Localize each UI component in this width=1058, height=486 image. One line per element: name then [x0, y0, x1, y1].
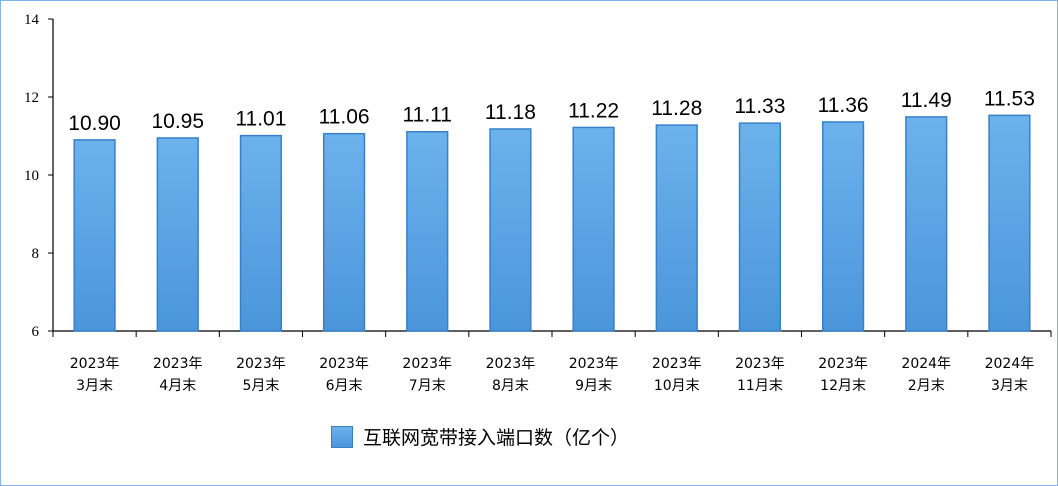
x-tick-label: 10月末	[654, 378, 700, 394]
data-label: 11.22	[568, 99, 619, 122]
x-tick-label: 2023年	[70, 356, 120, 372]
labels-group: 10.90 2023年 3月末 10.95 2023年 4月末 11.01 2023年 5月末 1…	[68, 87, 1035, 394]
x-tick-label: 2023年	[735, 356, 785, 372]
y-tick-label: 10	[24, 168, 39, 184]
bar	[905, 116, 948, 332]
legend: 互联网宽带接入端口数（亿个）	[331, 423, 629, 450]
x-tick-label: 11月末	[737, 378, 783, 394]
bar	[73, 139, 116, 332]
data-label: 11.36	[818, 94, 869, 117]
x-tick-label: 9月末	[575, 378, 612, 394]
data-label: 11.28	[651, 97, 702, 120]
x-tick-label: 5月末	[242, 378, 279, 394]
y-tick-label: 6	[32, 324, 40, 340]
x-tick-label: 3月末	[991, 378, 1028, 394]
data-label: 11.06	[319, 106, 370, 129]
data-label: 11.49	[901, 89, 952, 112]
data-label: 11.53	[984, 87, 1035, 110]
x-tick-label: 12月末	[820, 378, 866, 394]
y-tick-label: 14	[24, 12, 40, 28]
bars-group	[73, 114, 1031, 332]
bar	[406, 130, 449, 332]
x-tick-label: 7月末	[409, 378, 446, 394]
x-tick-label: 2023年	[818, 356, 868, 372]
x-tick-label: 2024年	[985, 356, 1035, 372]
x-tick-label: 8月末	[492, 378, 529, 394]
bar-chart: 6 8 10 12 14 10.90 2023年 3月末 10.95 2023年 4月末 11.01…	[24, 12, 1052, 394]
data-label: 11.18	[485, 101, 536, 124]
x-tick-label: 3月末	[76, 378, 113, 394]
x-tick-label: 2024年	[901, 356, 951, 372]
data-label: 11.01	[235, 108, 286, 131]
x-tick-label: 4月末	[159, 378, 196, 394]
x-tick-label: 2023年	[486, 356, 536, 372]
x-tick-label: 2月末	[908, 378, 945, 394]
bar	[988, 114, 1031, 332]
data-label: 10.95	[151, 110, 204, 133]
x-tick-label: 2023年	[569, 356, 619, 372]
legend-swatch	[331, 425, 353, 448]
bar	[489, 128, 532, 332]
x-tick-label: 2023年	[153, 356, 203, 372]
data-label: 10.90	[68, 112, 121, 135]
bar	[156, 137, 199, 332]
legend-label: 互联网宽带接入端口数（亿个）	[363, 427, 630, 449]
bar	[821, 121, 865, 332]
bar	[239, 134, 283, 332]
axes: 6 8 10 12 14	[24, 12, 1052, 340]
bar	[572, 126, 615, 332]
x-tick-label: 2023年	[652, 356, 702, 372]
x-tick-label: 2023年	[402, 356, 452, 372]
y-tick-label: 12	[24, 90, 39, 106]
data-label: 11.11	[403, 104, 452, 127]
y-tick-label: 8	[32, 246, 40, 262]
x-tick-label: 2023年	[319, 356, 369, 372]
bar	[655, 124, 698, 332]
data-label: 11.33	[734, 95, 785, 118]
x-tick-label: 2023年	[236, 356, 286, 372]
x-tick-label: 6月末	[326, 378, 363, 394]
bar	[322, 132, 366, 332]
bar	[738, 122, 782, 332]
